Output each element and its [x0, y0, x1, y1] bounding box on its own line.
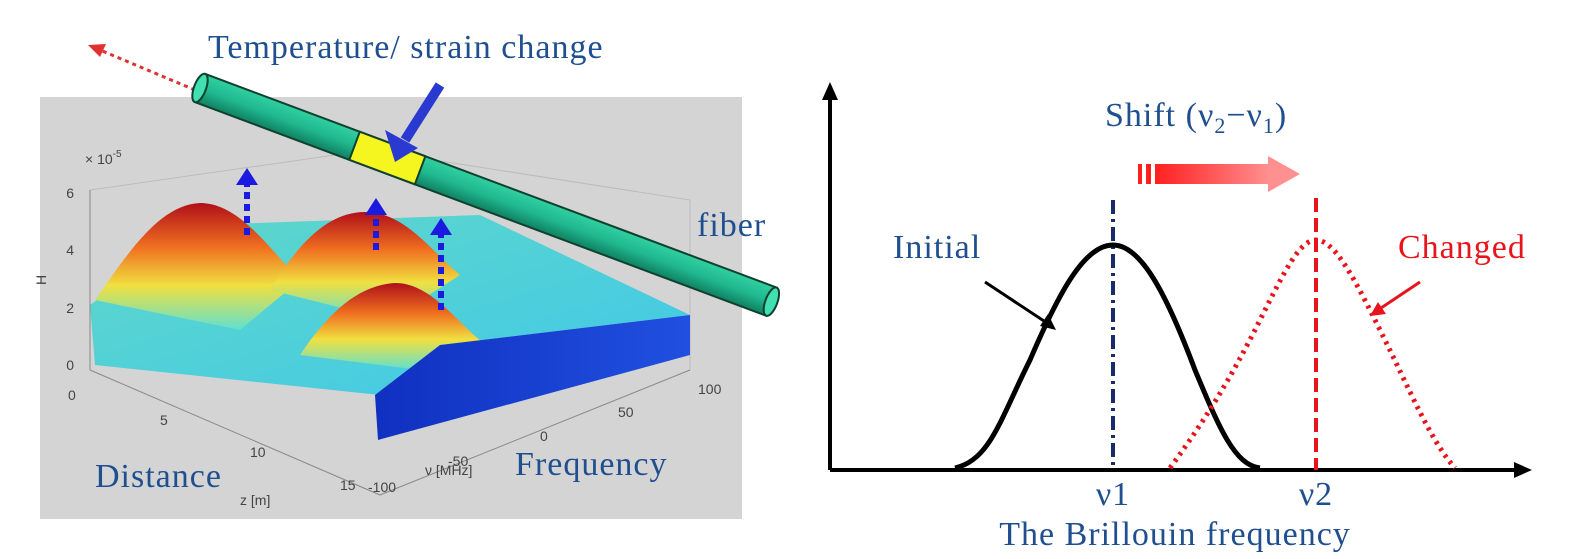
z-label: z [m]	[240, 492, 270, 508]
initial-curve	[954, 242, 1261, 471]
shift-subscript: 1	[1263, 113, 1275, 138]
shift-arrow-head	[1268, 156, 1300, 192]
shift-arrow-body	[1155, 164, 1270, 184]
scale-label: × 10-5	[85, 149, 122, 167]
changed-label: Changed	[1398, 229, 1526, 266]
axis-line	[379, 369, 691, 496]
nu2-label: ν2	[1299, 476, 1333, 513]
ridge	[300, 283, 480, 370]
nu1-label: ν1	[1096, 476, 1130, 513]
pointer	[1377, 280, 1421, 312]
fiber-end	[762, 286, 781, 317]
nu-tick: 0	[540, 428, 548, 444]
shift-text: Shift (ν	[1105, 97, 1214, 134]
spectrum-diagram	[822, 82, 1532, 478]
title: Temperature/ strain change	[208, 29, 604, 66]
z-tick: 10	[250, 444, 266, 460]
nu-tick: 100	[698, 381, 722, 397]
fiber-end	[191, 72, 209, 104]
arrow-head	[236, 168, 258, 185]
h-tick: 2	[66, 300, 74, 316]
pointer	[984, 280, 1051, 327]
scale-exponent: -5	[113, 149, 122, 160]
probe-arrows	[244, 185, 444, 310]
arrow-head	[1370, 302, 1386, 316]
scale-base: × 10	[85, 151, 113, 167]
h-tick: 4	[66, 242, 74, 258]
arrow-head	[88, 44, 106, 57]
nu-tick: -50	[448, 453, 468, 469]
z-tick: 15	[340, 477, 356, 493]
h-label: H	[33, 275, 49, 285]
change-arrow	[400, 82, 445, 143]
frequency-label: Frequency	[515, 446, 668, 483]
shift-subscript: 2	[1214, 113, 1226, 138]
arrow-head	[822, 82, 838, 100]
nu-tick: 50	[618, 404, 634, 420]
arrow-head	[1514, 462, 1532, 478]
fiber-label: fiber	[697, 207, 766, 244]
nu-tick: -100	[368, 479, 396, 495]
arrow-head	[1040, 314, 1056, 330]
distance-label: Distance	[95, 458, 222, 495]
x-axis-label: The Brillouin frequency	[999, 516, 1351, 553]
initial-label: Initial	[893, 229, 981, 266]
h-tick: 6	[66, 185, 74, 201]
arrow-head	[430, 218, 452, 235]
changed-curve	[1167, 237, 1457, 470]
shift-text: −ν	[1226, 97, 1263, 134]
z-tick: 0	[68, 387, 76, 403]
surface-front	[375, 315, 690, 440]
shift-arrow-tail	[1138, 164, 1142, 184]
nu-label: ν [MHz]	[425, 462, 472, 478]
arrow-head	[385, 130, 418, 162]
shift-arrow-tail	[1146, 164, 1151, 184]
shift-label: Shift (ν2−ν1)	[1105, 97, 1287, 138]
shift-text: )	[1275, 97, 1287, 134]
axis-line	[89, 369, 381, 496]
fiber	[191, 72, 781, 317]
h-tick: 0	[66, 357, 74, 373]
direction-arrow	[99, 48, 196, 92]
z-tick: 5	[160, 412, 168, 428]
arrow-heads	[236, 168, 452, 235]
arrow-head	[365, 198, 387, 215]
